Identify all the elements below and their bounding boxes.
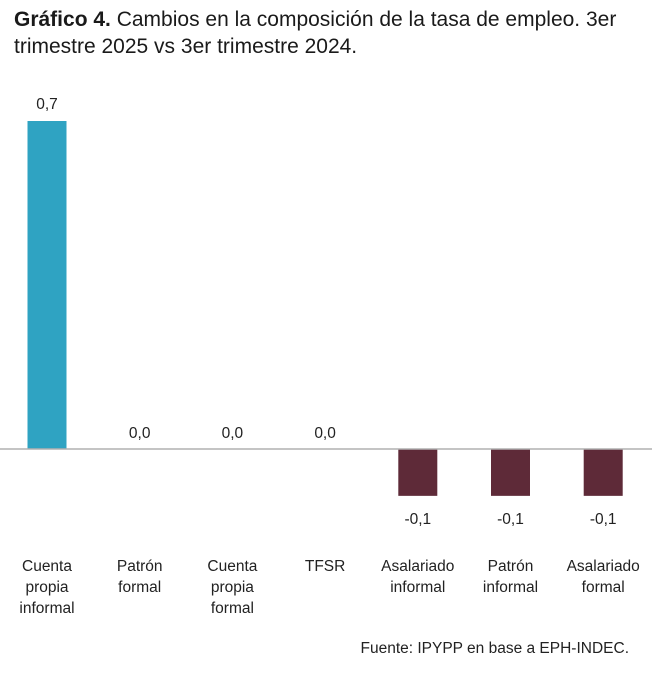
category-label: formal — [211, 600, 254, 617]
category-label: Asalariado — [381, 558, 454, 575]
chart-title-text: Cambios en la composición de la tasa de … — [14, 8, 617, 58]
bar — [491, 449, 530, 496]
category-label: Cuenta — [207, 558, 257, 575]
category-label: informal — [483, 579, 538, 596]
category-label: TFSR — [305, 558, 345, 575]
category-label: informal — [19, 600, 74, 617]
category-label: formal — [582, 579, 625, 596]
category-label: informal — [390, 579, 445, 596]
chart-title-bold: Gráfico 4. — [14, 8, 111, 31]
category-label: formal — [118, 579, 161, 596]
category-label: propia — [25, 579, 68, 596]
category-label: Asalariado — [567, 558, 640, 575]
bar — [583, 449, 623, 496]
data-label: -0,1 — [404, 511, 431, 528]
bar — [27, 121, 67, 449]
chart-title: Gráfico 4. Cambios en la composición de … — [14, 6, 654, 60]
data-label: 0,0 — [314, 425, 336, 442]
data-label: 0,0 — [129, 425, 151, 442]
category-label: Patrón — [117, 558, 163, 575]
category-label: Cuenta — [22, 558, 72, 575]
category-label: Patrón — [488, 558, 534, 575]
data-label: 0,7 — [36, 96, 58, 113]
category-label: propia — [211, 579, 254, 596]
data-label: -0,1 — [590, 511, 617, 528]
data-label: -0,1 — [497, 511, 524, 528]
data-label: 0,0 — [222, 425, 244, 442]
chart-source: Fuente: IPYPP en base a EPH-INDEC. — [360, 640, 629, 657]
bar — [398, 449, 438, 496]
